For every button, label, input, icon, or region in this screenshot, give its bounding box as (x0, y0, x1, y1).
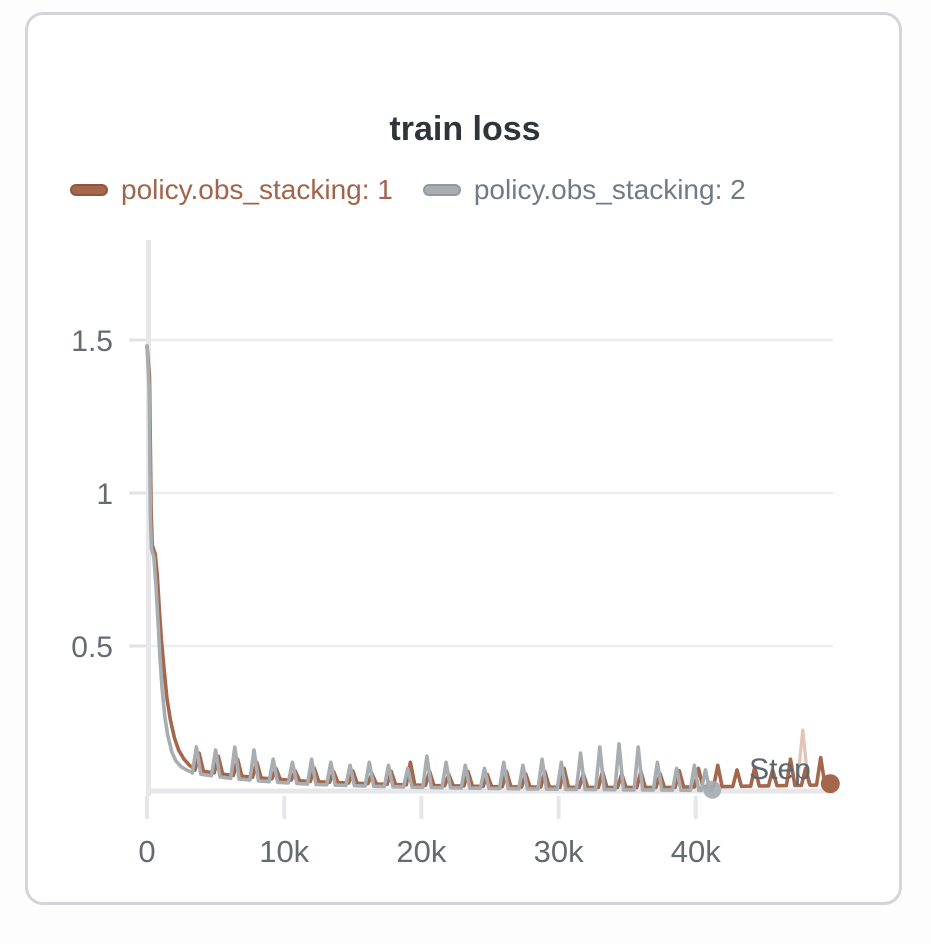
chart-title: train loss (389, 110, 541, 148)
legend-swatch-icon (422, 184, 461, 196)
series-end-dot-1[interactable] (820, 774, 840, 794)
y-tick-label: 1 (96, 478, 113, 511)
x-tick-label: 30k (534, 834, 584, 869)
y-tick-label: 0.5 (71, 631, 113, 664)
legend-swatch-icon (70, 184, 108, 196)
x-tick-label: 0 (138, 834, 155, 869)
x-tick-label: 40k (671, 834, 721, 869)
y-tick-label: 1.5 (71, 325, 113, 358)
legend-item-obs-stacking-2[interactable]: policy.obs_stacking: 2 (422, 174, 746, 206)
legend-label: policy.obs_stacking: 2 (473, 174, 746, 205)
legend-item-obs-stacking-1[interactable]: policy.obs_stacking: 1 (70, 174, 393, 206)
legend: policy.obs_stacking: 1 policy.obs_stacki… (70, 174, 746, 206)
series-line-2[interactable] (145, 344, 715, 793)
legend-label: policy.obs_stacking: 1 (121, 174, 393, 205)
series-end-dot-2[interactable] (703, 780, 722, 799)
x-tick-label: 20k (396, 834, 446, 869)
series-line-1[interactable] (145, 344, 833, 790)
x-tick-label: 10k (259, 834, 309, 869)
chart-panel-card (25, 12, 902, 905)
x-axis-label: Step (749, 753, 811, 786)
faded-spike-line (795, 728, 810, 784)
